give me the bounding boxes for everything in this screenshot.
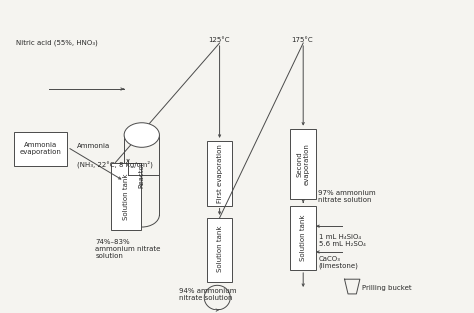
Text: Solution tank: Solution tank bbox=[122, 173, 128, 220]
Text: CaCO₃
(limestone): CaCO₃ (limestone) bbox=[319, 256, 359, 269]
Text: 74%–83%
ammonium nitrate
solution: 74%–83% ammonium nitrate solution bbox=[95, 239, 161, 259]
Bar bbox=[207, 218, 232, 282]
Text: Reactor: Reactor bbox=[139, 162, 145, 188]
Text: Ammonia
evaporation: Ammonia evaporation bbox=[19, 142, 62, 155]
Bar bbox=[207, 141, 232, 206]
Text: Second
evaporation: Second evaporation bbox=[297, 143, 310, 185]
Text: 94% ammonium
nitrate solution: 94% ammonium nitrate solution bbox=[179, 288, 237, 301]
Text: Prilling bucket: Prilling bucket bbox=[363, 285, 412, 291]
Text: 175°C: 175°C bbox=[292, 37, 313, 43]
Text: (NH₃, 22°C, 8 kg/cm²): (NH₃, 22°C, 8 kg/cm²) bbox=[77, 161, 153, 168]
Text: Nitric acid (55%, HNO₃): Nitric acid (55%, HNO₃) bbox=[16, 40, 98, 46]
Ellipse shape bbox=[124, 123, 159, 147]
Text: 125°C: 125°C bbox=[208, 37, 229, 43]
Text: Ammonia: Ammonia bbox=[77, 143, 110, 149]
Bar bbox=[291, 206, 316, 270]
Text: 1 mL H₄SiO₄
5.6 mL H₂SO₄: 1 mL H₄SiO₄ 5.6 mL H₂SO₄ bbox=[319, 234, 365, 247]
Text: Solution tank: Solution tank bbox=[301, 214, 306, 261]
Bar bbox=[14, 132, 67, 166]
Text: 97% ammonium
nitrate solution: 97% ammonium nitrate solution bbox=[319, 190, 376, 203]
Bar bbox=[291, 129, 316, 199]
Text: Solution tank: Solution tank bbox=[217, 225, 223, 272]
Bar bbox=[110, 163, 141, 230]
Text: First evaporation: First evaporation bbox=[217, 144, 223, 203]
